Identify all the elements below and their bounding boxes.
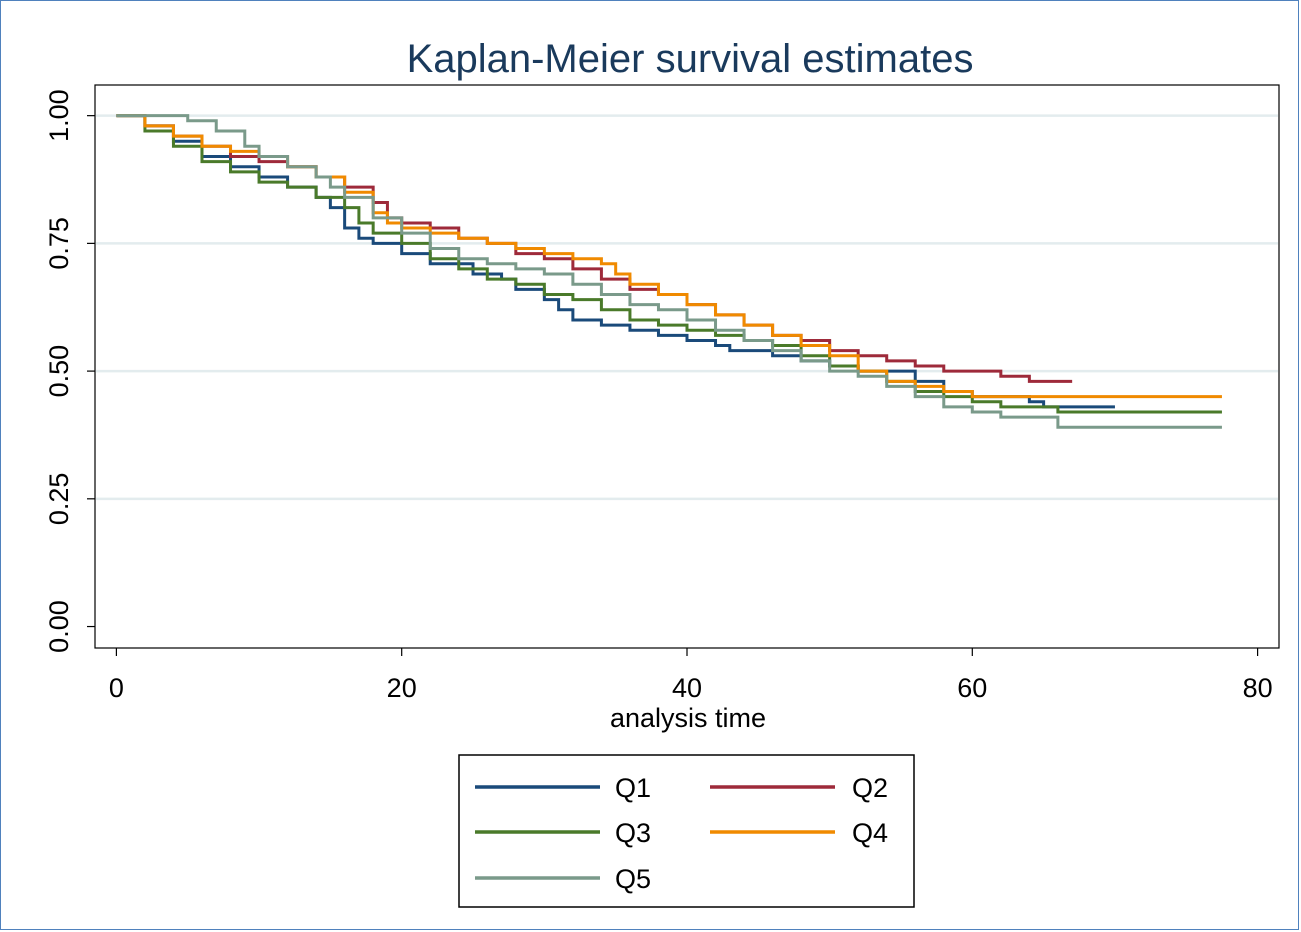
legend-label-q1: Q1 bbox=[615, 773, 651, 803]
y-tick-label-0.25: 0.25 bbox=[44, 473, 74, 526]
x-axis-title: analysis time bbox=[610, 703, 766, 733]
series-line-q1 bbox=[116, 114, 1115, 409]
y-axis: 0.00 0.25 0.50 0.75 1.00 bbox=[44, 89, 95, 653]
y-tick-label-0.50: 0.50 bbox=[44, 345, 74, 398]
chart-title: Kaplan-Meier survival estimates bbox=[407, 37, 974, 81]
legend: Q1 Q2 Q3 Q4 Q5 bbox=[458, 754, 915, 908]
x-tick-label-40: 40 bbox=[672, 673, 702, 703]
legend-label-q3: Q3 bbox=[615, 818, 651, 848]
x-tick-label-60: 60 bbox=[957, 673, 987, 703]
series-line-q5 bbox=[116, 114, 1222, 429]
legend-label-q2: Q2 bbox=[852, 773, 888, 803]
y-tick-label-0.00: 0.00 bbox=[44, 600, 74, 653]
x-tick-label-0: 0 bbox=[109, 673, 124, 703]
legend-label-q4: Q4 bbox=[852, 818, 888, 848]
legend-label-q5: Q5 bbox=[615, 864, 651, 894]
x-tick-label-80: 80 bbox=[1243, 673, 1273, 703]
gridlines bbox=[96, 114, 1278, 501]
x-axis: 0 20 40 60 80 bbox=[109, 648, 1273, 703]
plot-area bbox=[94, 84, 1280, 649]
x-tick-label-20: 20 bbox=[387, 673, 417, 703]
y-tick-label-0.75: 0.75 bbox=[44, 217, 74, 270]
series-line-q3 bbox=[116, 114, 1222, 414]
y-tick-label-1.00: 1.00 bbox=[44, 89, 74, 142]
series-lines bbox=[116, 114, 1222, 429]
